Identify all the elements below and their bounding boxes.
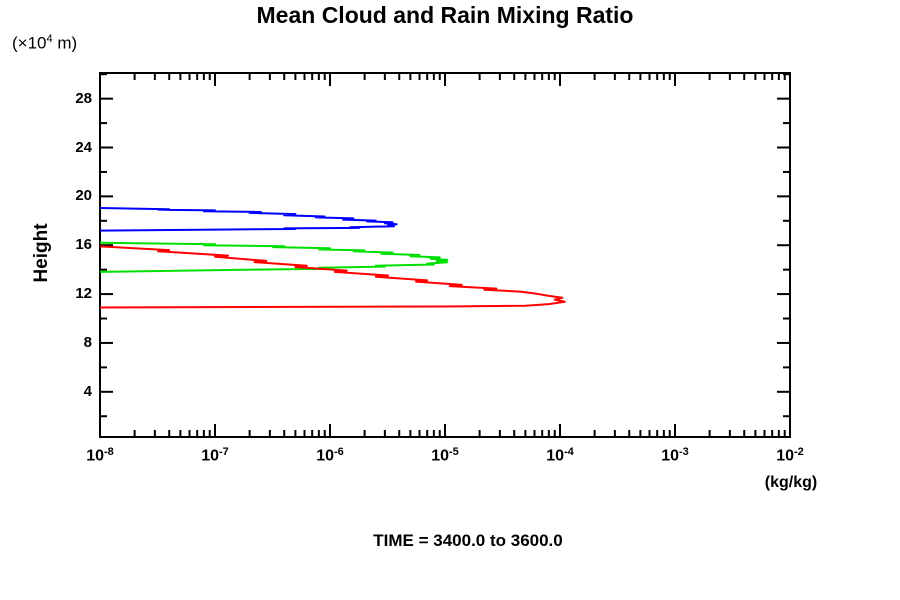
- x-tick-base: 10: [316, 447, 334, 465]
- series-green-profile-line: [99, 241, 449, 273]
- y-unit-exponent: 4: [46, 33, 53, 45]
- x-tick-base: 10: [86, 447, 104, 465]
- x-tick-exponent: -3: [679, 446, 689, 458]
- x-tick-exponent: -8: [104, 446, 114, 458]
- x-tick-base: 10: [661, 447, 679, 465]
- x-tick-label-1e-3: 10-3: [645, 445, 705, 465]
- x-tick-label-1e-4: 10-4: [530, 445, 590, 465]
- axis-ticks: [99, 73, 791, 437]
- data-curves: [99, 207, 566, 309]
- x-tick-base: 10: [201, 447, 219, 465]
- y-tick-label-16: 16: [75, 236, 92, 254]
- y-tick-label-20: 20: [75, 187, 92, 205]
- y-axis-unit-label: (×104 m): [12, 33, 77, 54]
- x-tick-exponent: -7: [219, 446, 229, 458]
- x-tick-exponent: -2: [794, 446, 804, 458]
- y-tick-label-4: 4: [83, 382, 92, 400]
- x-tick-base: 10: [546, 447, 564, 465]
- y-tick-label-8: 8: [83, 333, 92, 351]
- x-tick-label-1e-8: 10-8: [70, 445, 130, 465]
- x-tick-exponent: -5: [449, 446, 459, 458]
- x-tick-label-1e-2: 10-2: [760, 445, 820, 465]
- chart-title: Mean Cloud and Rain Mixing Ratio: [256, 2, 634, 28]
- x-tick-label-1e-7: 10-7: [185, 445, 245, 465]
- x-tick-exponent: -4: [564, 446, 574, 458]
- x-axis-unit-label: (kg/kg): [764, 474, 818, 491]
- y-tick-label-12: 12: [75, 285, 92, 303]
- x-tick-label-1e-6: 10-6: [300, 445, 360, 465]
- x-tick-label-1e-5: 10-5: [415, 445, 475, 465]
- time-annotation: TIME = 3400.0 to 3600.0: [373, 531, 563, 550]
- y-unit-post: m): [52, 33, 78, 53]
- x-tick-base: 10: [776, 447, 794, 465]
- x-tick-exponent: -6: [334, 446, 344, 458]
- y-tick-label-28: 28: [75, 89, 92, 107]
- x-tick-base: 10: [431, 447, 449, 465]
- series-red-profile-line: [99, 245, 566, 309]
- y-tick-label-24: 24: [75, 138, 92, 156]
- series-blue-profile-line: [99, 207, 398, 232]
- y-unit-pre: (×10: [12, 33, 47, 53]
